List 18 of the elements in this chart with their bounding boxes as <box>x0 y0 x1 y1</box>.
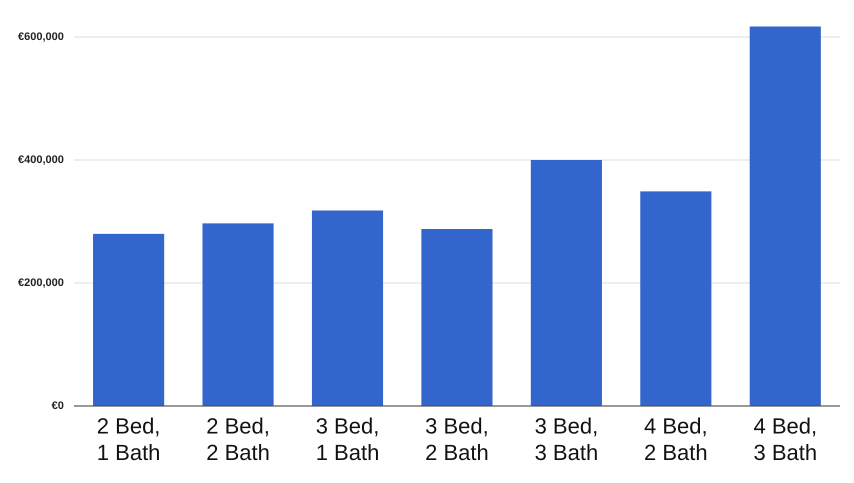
y-tick-label: €600,000 <box>18 30 64 43</box>
x-tick-label: 3 Bed, 3 Bath <box>534 413 598 465</box>
bar <box>530 160 602 406</box>
x-tick-label: 4 Bed, 3 Bath <box>753 413 818 465</box>
bar <box>312 210 384 406</box>
bar <box>421 228 493 406</box>
x-tick-label: 2 Bed, 1 Bath <box>96 413 160 465</box>
bar <box>93 234 164 406</box>
x-tick-label: 3 Bed, 2 Bath <box>425 413 489 465</box>
x-tick-label: 4 Bed, 2 Bath <box>644 413 708 465</box>
bar <box>202 223 274 406</box>
bar <box>750 26 821 406</box>
y-tick-label: €400,000 <box>18 154 64 166</box>
x-tick-label: 2 Bed, 2 Bath <box>206 413 270 465</box>
x-tick-label: 3 Bed, 1 Bath <box>316 413 380 465</box>
y-tick-label: €0 <box>52 400 64 412</box>
bar <box>640 191 712 406</box>
y-tick-label: €200,000 <box>18 277 64 290</box>
